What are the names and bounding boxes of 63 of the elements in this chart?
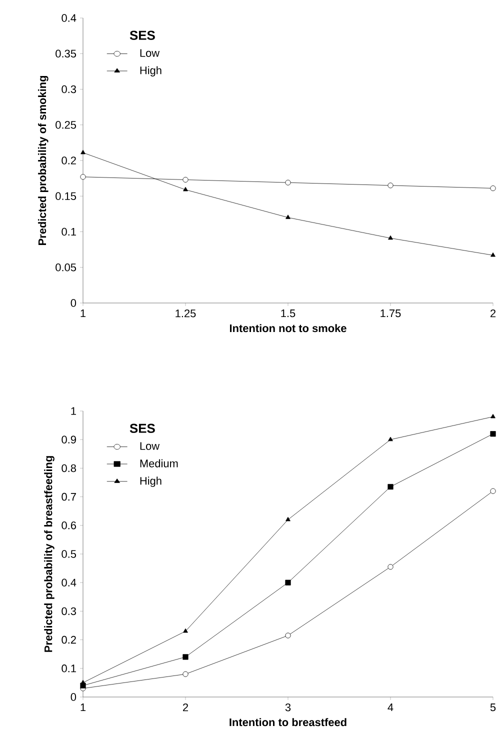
y-tick-label: 0.2 bbox=[62, 636, 76, 644]
y-tick-label: 0 bbox=[70, 693, 76, 701]
x-axis-title: Intention not to smoke bbox=[230, 324, 346, 332]
y-tick-label: 0.8 bbox=[62, 464, 76, 472]
x-tick-label: 1 bbox=[80, 310, 86, 318]
y-axis-title: Predicted probability of breastfeeding bbox=[44, 456, 54, 652]
y-tick-label: 0.25 bbox=[56, 121, 76, 129]
y-tick-label: 0.9 bbox=[62, 436, 76, 444]
y-tick-label: 0.5 bbox=[62, 550, 76, 558]
x-tick-label: 4 bbox=[388, 704, 394, 712]
y-tick-label: 1 bbox=[71, 407, 76, 415]
x-tick-label: 1.25 bbox=[176, 310, 196, 318]
point bbox=[183, 628, 188, 633]
legend-title: SES bbox=[130, 424, 155, 433]
legend-label: Low bbox=[140, 49, 160, 57]
point bbox=[182, 671, 188, 677]
legend-label: High bbox=[140, 66, 162, 76]
y-tick-label: 0 bbox=[70, 299, 76, 307]
point bbox=[490, 252, 496, 257]
y-tick-label: 0.05 bbox=[56, 264, 76, 272]
y-tick-label: 0.6 bbox=[62, 522, 76, 530]
x-tick-label: 1.5 bbox=[281, 310, 296, 318]
point bbox=[285, 632, 291, 638]
point bbox=[388, 436, 393, 442]
y-tick-label: 0.35 bbox=[56, 50, 76, 58]
point bbox=[490, 488, 496, 494]
y-tick-label: 0.4 bbox=[62, 14, 76, 22]
legend-title: SES bbox=[130, 30, 155, 40]
point bbox=[80, 174, 86, 180]
x-axis-title: Intention to breastfeed bbox=[230, 718, 346, 726]
point bbox=[388, 564, 394, 570]
y-axis-title: Predicted probability of smoking bbox=[38, 76, 48, 246]
x-tick-label: 3 bbox=[285, 704, 291, 712]
y-tick-label: 0.3 bbox=[62, 85, 76, 94]
point bbox=[183, 186, 188, 192]
x-tick-label: 2 bbox=[490, 310, 496, 318]
y-tick-label: 0.3 bbox=[62, 607, 76, 616]
x-tick-label: 2 bbox=[183, 704, 188, 712]
point bbox=[388, 182, 394, 188]
y-tick-label: 0.7 bbox=[62, 492, 76, 501]
point bbox=[490, 431, 496, 437]
x-tick-label: 1.75 bbox=[380, 310, 401, 318]
y-tick-label: 0.1 bbox=[62, 228, 76, 236]
legend-label: Low bbox=[140, 442, 160, 450]
point bbox=[490, 414, 496, 418]
legend-label: High bbox=[140, 476, 162, 487]
x-tick-label: 1 bbox=[80, 704, 86, 712]
point bbox=[285, 580, 291, 586]
point bbox=[388, 235, 393, 240]
y-tick-label: 0.4 bbox=[62, 578, 76, 586]
point bbox=[286, 214, 290, 219]
x-tick-label: 5 bbox=[490, 704, 496, 712]
point bbox=[490, 185, 496, 192]
point bbox=[388, 484, 394, 490]
y-tick-label: 0.1 bbox=[62, 664, 76, 672]
point bbox=[182, 654, 188, 660]
point bbox=[286, 516, 290, 522]
y-tick-label: 0.2 bbox=[62, 156, 76, 164]
point bbox=[80, 150, 86, 154]
legend-label: Medium bbox=[140, 459, 178, 468]
point bbox=[182, 176, 188, 183]
point bbox=[285, 180, 291, 186]
y-tick-label: 0.15 bbox=[56, 192, 76, 200]
